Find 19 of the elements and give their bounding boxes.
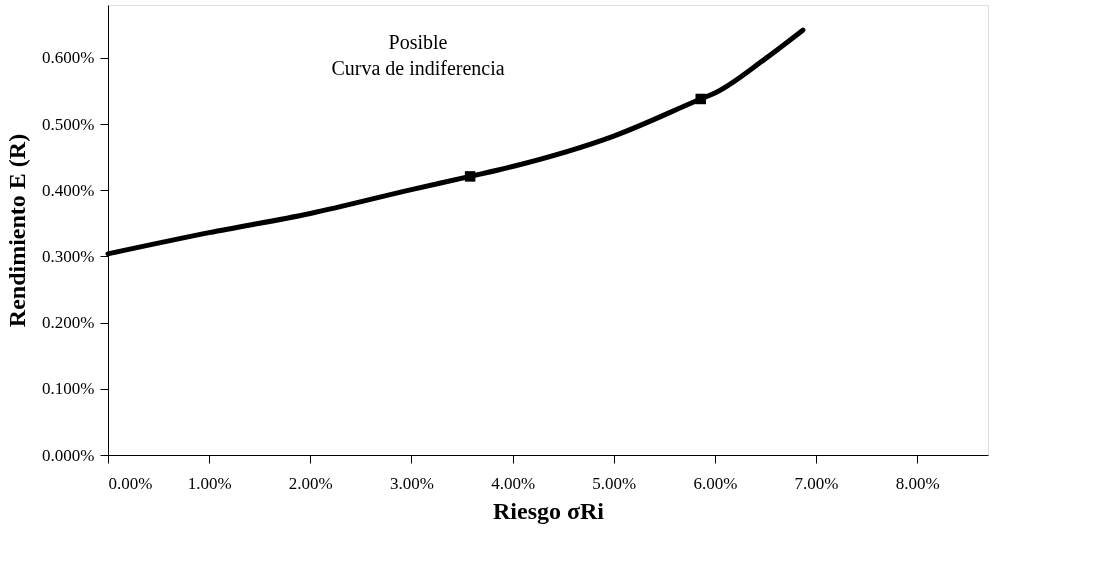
x-tick-label: 0.00% [108, 473, 153, 493]
x-tick-label: 2.00% [288, 473, 333, 493]
y-tick-label: 0.000% [42, 445, 95, 465]
x-tick-label: 4.00% [491, 473, 536, 493]
y-tick-label: 0.600% [42, 48, 95, 68]
y-tick-label: 0.300% [42, 246, 95, 266]
y-axis-title: Rendimiento E (R) [4, 133, 31, 328]
x-axis-title: Riesgo σRi [492, 497, 605, 524]
x-tick-label: 5.00% [592, 473, 637, 493]
x-tick-label: 7.00% [794, 473, 839, 493]
x-tick-label: 1.00% [187, 473, 232, 493]
y-tick-label: 0.100% [42, 379, 95, 399]
x-tick-label: 6.00% [693, 473, 738, 493]
y-tick-label: 0.400% [42, 180, 95, 200]
y-tick-label: 0.500% [42, 114, 95, 134]
x-tick-label: 8.00% [895, 473, 940, 493]
y-tick-label: 0.200% [42, 313, 95, 333]
annotation: Posible Curva de indiferencia [331, 31, 505, 79]
x-tick-label: 3.00% [389, 473, 434, 493]
